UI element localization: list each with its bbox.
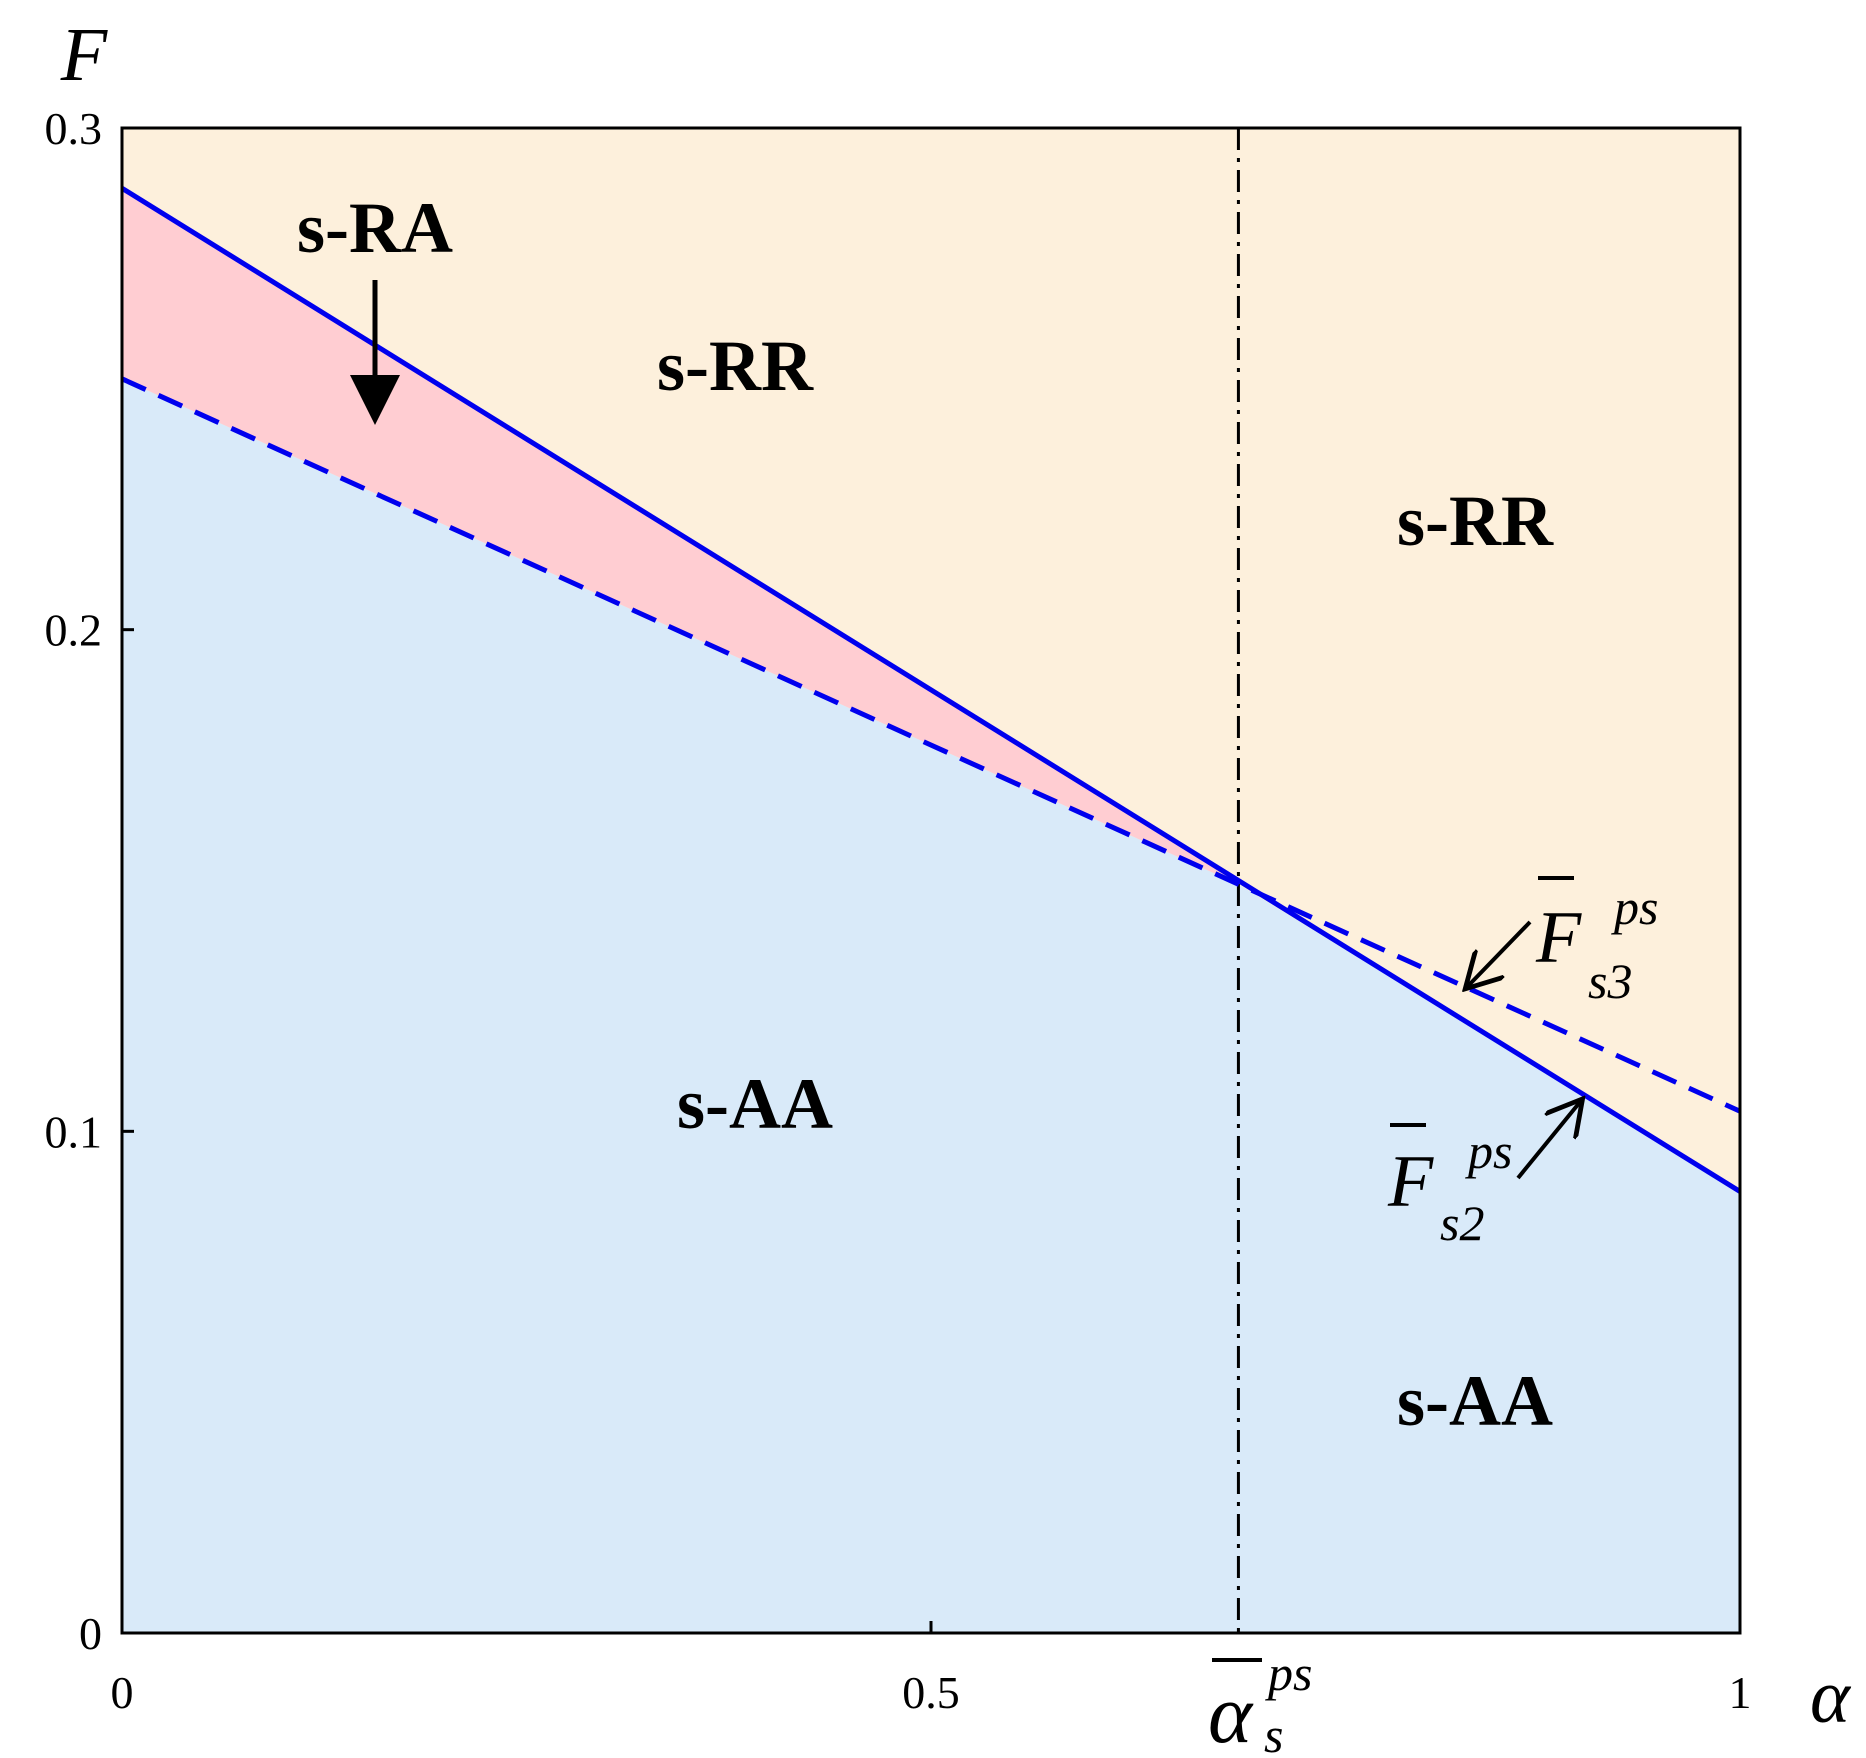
f-s2-pointer-arrow (1516, 1102, 1580, 1180)
svg-text:s: s (1264, 1707, 1283, 1758)
y-tick-label: 0 (79, 1608, 102, 1659)
x-axis-label: α (1810, 1655, 1852, 1739)
svg-text:ps: ps (1611, 879, 1658, 935)
curve-label-f-s3: F s3 ps (1535, 876, 1658, 1009)
region-s-aa (122, 378, 1740, 1633)
region-label-s-aa-left: s-AA (677, 1064, 833, 1144)
f-s3-pointer-arrow (1468, 920, 1532, 986)
svg-text:F: F (1535, 897, 1582, 979)
svg-text:F: F (1387, 1141, 1434, 1223)
x-tick-label: 0.5 (902, 1667, 960, 1718)
y-tick-label: 0.1 (45, 1106, 103, 1157)
threshold-label-alpha: α s ps (1208, 1645, 1312, 1758)
svg-text:s3: s3 (1588, 953, 1632, 1009)
svg-text:s2: s2 (1440, 1195, 1484, 1251)
svg-text:ps: ps (1265, 1645, 1312, 1701)
curve-label-f-s2: F s2 ps (1387, 1123, 1512, 1251)
x-tick-label: 1 (1729, 1667, 1752, 1718)
curve-f-s2-solid (120, 186, 1742, 1194)
region-label-s-rr-left: s-RR (657, 326, 814, 406)
svg-text:α: α (1208, 1668, 1254, 1758)
svg-text:ps: ps (1465, 1123, 1512, 1179)
y-tick-label: 0.2 (45, 605, 103, 656)
region-label-s-ra: s-RA (297, 188, 453, 268)
y-tick-label: 0.3 (45, 103, 103, 154)
region-label-s-aa-right: s-AA (1397, 1361, 1553, 1441)
y-axis-label: F (60, 13, 109, 97)
x-tick-label: 0 (111, 1667, 134, 1718)
region-label-s-rr-right: s-RR (1397, 481, 1554, 561)
